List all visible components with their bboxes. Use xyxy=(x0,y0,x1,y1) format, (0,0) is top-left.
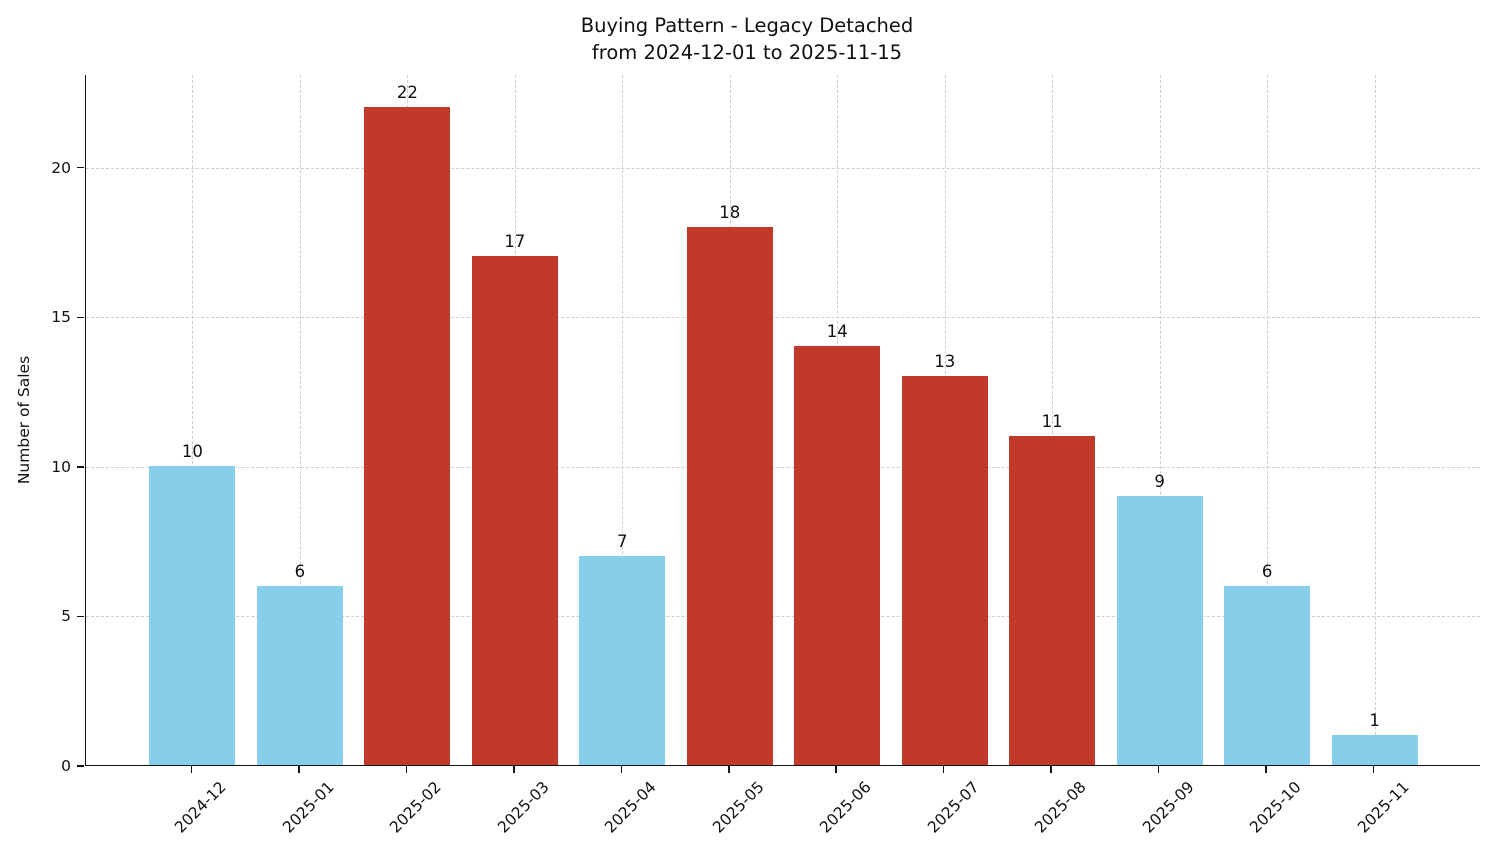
bar-value-label: 1 xyxy=(1369,711,1380,731)
y-tick-label: 0 xyxy=(61,757,71,775)
bar-2025-06 xyxy=(794,346,881,765)
y-tick-mark xyxy=(77,316,84,319)
y-tick-mark xyxy=(77,166,84,169)
y-tick-mark xyxy=(77,765,84,767)
x-tick-mark xyxy=(942,766,945,773)
gridline-vertical xyxy=(1267,75,1269,765)
gridline-vertical xyxy=(1374,75,1376,765)
x-tick-label: 2025-11 xyxy=(1353,778,1413,837)
x-tick-mark xyxy=(1265,766,1267,773)
x-tick-label: 2025-07 xyxy=(923,778,983,837)
gridline-horizontal xyxy=(86,167,1480,169)
x-tick-label: 2025-08 xyxy=(1031,778,1090,837)
x-tick-mark xyxy=(728,766,730,773)
gridline-vertical xyxy=(192,75,194,765)
bar-value-label: 22 xyxy=(396,82,418,102)
x-tick-label: 2025-02 xyxy=(386,778,446,837)
gridline-vertical xyxy=(622,75,624,765)
y-tick-label: 10 xyxy=(51,457,71,476)
x-tick-mark xyxy=(405,766,408,773)
x-tick-mark xyxy=(190,766,193,773)
bar-2025-04 xyxy=(579,555,666,765)
bar-value-label: 11 xyxy=(1041,411,1063,431)
gridline-horizontal xyxy=(86,317,1480,319)
bar-value-label: 14 xyxy=(826,322,848,342)
x-tick-label: 2024-12 xyxy=(171,778,231,837)
x-tick-mark xyxy=(1050,766,1052,773)
plot-area: 10 6 22 17 7 18 14 13 11 9 6 1 xyxy=(85,75,1480,766)
bar-2025-02 xyxy=(364,106,451,765)
x-tick-mark xyxy=(513,766,515,773)
gridline-horizontal xyxy=(86,466,1480,468)
gridline-vertical xyxy=(1052,75,1054,765)
y-tick-label: 5 xyxy=(61,607,71,626)
gridline-vertical xyxy=(1159,75,1161,765)
x-tick-mark xyxy=(1372,766,1375,773)
y-tick-mark xyxy=(77,466,84,468)
bar-value-label: 13 xyxy=(934,352,956,372)
bar-value-label: 9 xyxy=(1154,471,1165,491)
bar-2024-12 xyxy=(149,465,236,765)
chart-title: Buying Pattern - Legacy Detached xyxy=(580,14,914,37)
bar-value-label: 18 xyxy=(719,202,741,222)
x-tick-mark xyxy=(835,766,837,773)
bar-2025-10 xyxy=(1224,585,1311,765)
y-tick-label: 20 xyxy=(51,158,71,177)
bar-2025-08 xyxy=(1009,435,1096,765)
x-tick-label: 2025-06 xyxy=(816,778,875,837)
chart-subtitle: from 2024-12-01 to 2025-11-15 xyxy=(591,41,903,64)
x-tick-label: 2025-01 xyxy=(279,778,338,837)
bar-2025-03 xyxy=(471,256,558,765)
bar-2025-05 xyxy=(686,226,773,765)
gridline-vertical xyxy=(299,75,301,765)
bar-2025-09 xyxy=(1116,495,1203,765)
bar-value-label: 6 xyxy=(294,561,306,581)
bar-value-label: 7 xyxy=(617,531,628,551)
bar-2025-01 xyxy=(256,585,343,765)
x-tick-mark xyxy=(1157,766,1160,773)
x-tick-mark xyxy=(298,766,300,773)
y-tick-label: 15 xyxy=(51,308,71,327)
x-tick-label: 2025-10 xyxy=(1246,778,1305,837)
bar-2025-11 xyxy=(1331,735,1418,765)
x-tick-label: 2025-05 xyxy=(708,778,768,837)
bar-2025-07 xyxy=(901,376,988,765)
x-tick-label: 2025-04 xyxy=(601,778,661,837)
x-tick-mark xyxy=(620,766,623,773)
bar-value-label: 17 xyxy=(504,232,526,252)
y-tick-mark xyxy=(77,615,84,618)
x-tick-label: 2025-09 xyxy=(1138,778,1198,837)
x-tick-label: 2025-03 xyxy=(494,778,553,837)
bar-value-label: 10 xyxy=(181,441,203,461)
bar-value-label: 6 xyxy=(1261,561,1273,581)
gridline-horizontal xyxy=(86,616,1480,618)
